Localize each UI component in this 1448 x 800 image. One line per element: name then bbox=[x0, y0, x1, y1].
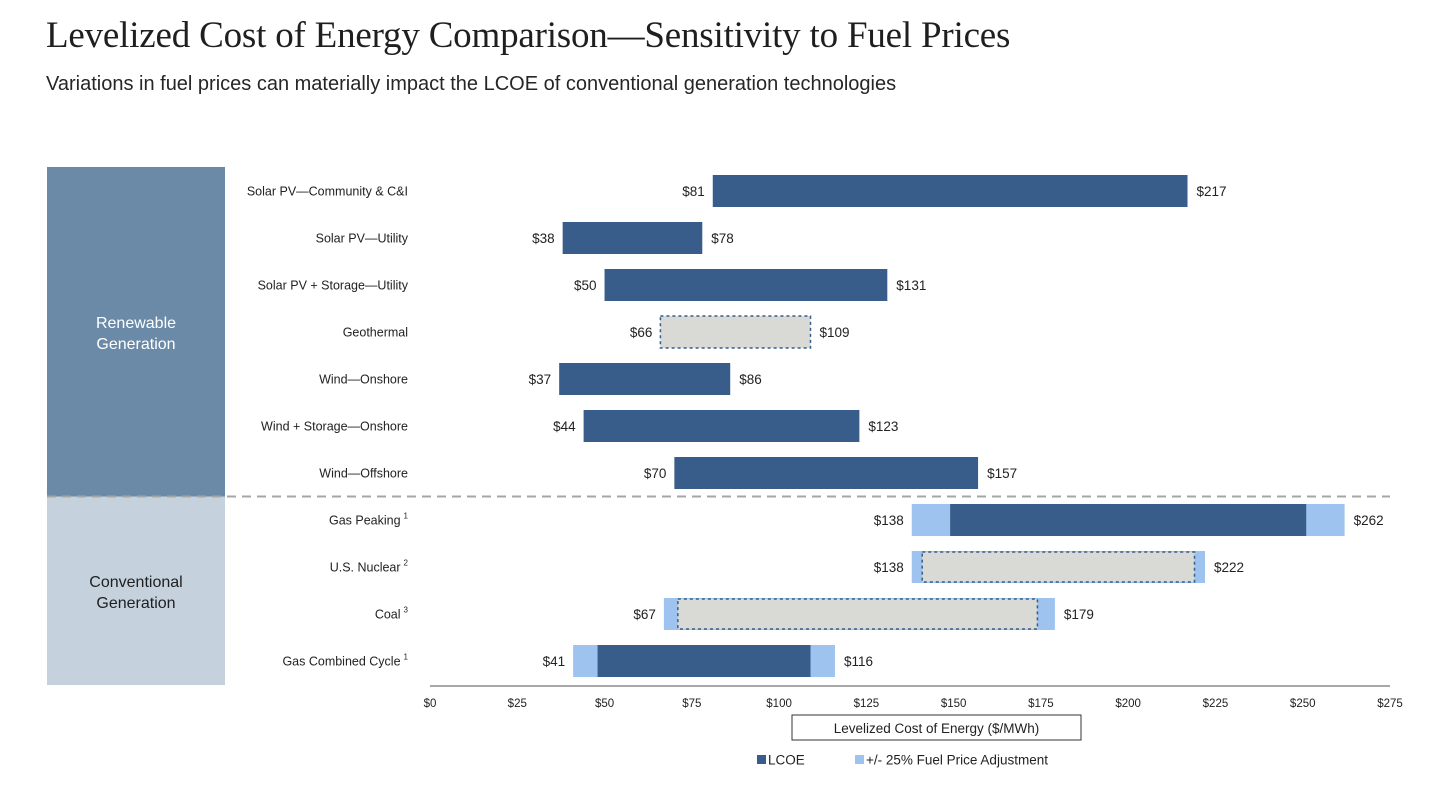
lcoe-bar-gas-combined-cycle bbox=[598, 645, 811, 677]
group-bands: Renewable Generation Conventional Generatio… bbox=[47, 167, 225, 685]
category-label-wind-onshore: Wind—Onshore bbox=[319, 373, 408, 387]
high-value-label-solar-pv-storage-utility: $131 bbox=[896, 278, 926, 293]
range-bar-coal bbox=[678, 599, 1038, 629]
group-label-conventional-generation: Generation bbox=[96, 595, 175, 612]
x-tick-label: $225 bbox=[1203, 698, 1229, 710]
high-value-label-gas-peaking: $262 bbox=[1354, 513, 1384, 528]
group-band-renewable-generation bbox=[47, 167, 225, 497]
footnote-marker: 1 bbox=[404, 653, 409, 662]
lcoe-bar-gas-peaking bbox=[950, 504, 1306, 536]
legend: LCOE +/- 25% Fuel Price Adjustment bbox=[757, 753, 1048, 768]
group-band-conventional-generation bbox=[47, 497, 225, 686]
low-value-label-gas-combined-cycle: $41 bbox=[543, 654, 566, 669]
low-value-label-solar-pv-storage-utility: $50 bbox=[574, 278, 597, 293]
x-tick-label: $25 bbox=[508, 698, 527, 710]
high-value-label-wind-onshore: $86 bbox=[739, 372, 762, 387]
range-bar-geothermal bbox=[660, 316, 810, 348]
x-tick-label: $75 bbox=[682, 698, 701, 710]
low-value-label-solar-pv-community-c-i: $81 bbox=[682, 184, 705, 199]
legend-label-25-fuel-price-adjustment: +/- 25% Fuel Price Adjustment bbox=[866, 753, 1048, 768]
x-tick-label: $275 bbox=[1377, 698, 1403, 710]
low-value-label-solar-pv-utility: $38 bbox=[532, 231, 555, 246]
high-value-label-wind-storage-onshore: $123 bbox=[868, 419, 898, 434]
x-tick-label: $250 bbox=[1290, 698, 1316, 710]
category-label-coal: Coal 3 bbox=[375, 606, 409, 622]
footnote-marker: 1 bbox=[404, 512, 409, 521]
high-value-label-u-s-nuclear: $222 bbox=[1214, 560, 1244, 575]
x-tick-label: $0 bbox=[424, 698, 437, 710]
footnote-marker: 3 bbox=[404, 606, 409, 615]
category-label-solar-pv-community-c-i: Solar PV—Community & C&I bbox=[247, 185, 408, 199]
lcoe-bar-solar-pv-storage-utility bbox=[605, 269, 888, 301]
group-label-conventional-generation: Conventional bbox=[89, 574, 182, 591]
category-label-gas-combined-cycle: Gas Combined Cycle 1 bbox=[282, 653, 408, 669]
lcoe-bar-solar-pv-community-c-i bbox=[713, 175, 1188, 207]
high-value-label-geothermal: $109 bbox=[820, 325, 850, 340]
lcoe-bar-solar-pv-utility bbox=[563, 222, 703, 254]
x-axis-title: Levelized Cost of Energy ($/MWh) bbox=[834, 721, 1040, 736]
lcoe-range-chart: Renewable Generation Conventional Generatio… bbox=[0, 0, 1448, 800]
low-value-label-wind-onshore: $37 bbox=[529, 372, 552, 387]
low-value-label-gas-peaking: $138 bbox=[874, 513, 904, 528]
high-value-label-solar-pv-utility: $78 bbox=[711, 231, 734, 246]
x-tick-label: $200 bbox=[1115, 698, 1141, 710]
category-label-u-s-nuclear: U.S. Nuclear 2 bbox=[330, 559, 409, 575]
x-tick-label: $50 bbox=[595, 698, 614, 710]
category-label-wind-storage-onshore: Wind + Storage—Onshore bbox=[261, 420, 408, 434]
lcoe-bar-wind-offshore bbox=[674, 457, 978, 489]
low-value-label-geothermal: $66 bbox=[630, 325, 653, 340]
legend-swatch-25-fuel-price-adjustment bbox=[855, 755, 864, 764]
high-value-label-coal: $179 bbox=[1064, 607, 1094, 622]
low-value-label-coal: $67 bbox=[633, 607, 656, 622]
high-value-label-solar-pv-community-c-i: $217 bbox=[1197, 184, 1227, 199]
legend-swatch-lcoe bbox=[757, 755, 766, 764]
x-tick-label: $100 bbox=[766, 698, 792, 710]
low-value-label-wind-storage-onshore: $44 bbox=[553, 419, 576, 434]
x-tick-label: $175 bbox=[1028, 698, 1054, 710]
x-axis: $0 $25 $50 $75 $100 $125 $150 $175 $200 $225 $250 $… bbox=[424, 686, 1403, 740]
category-label-gas-peaking: Gas Peaking 1 bbox=[329, 512, 409, 528]
lcoe-bar-wind-storage-onshore bbox=[584, 410, 860, 442]
x-tick-label: $150 bbox=[941, 698, 967, 710]
lcoe-bar-wind-onshore bbox=[559, 363, 730, 395]
footnote-marker: 2 bbox=[404, 559, 409, 568]
low-value-label-wind-offshore: $70 bbox=[644, 466, 667, 481]
category-label-solar-pv-utility: Solar PV—Utility bbox=[316, 232, 409, 246]
legend-label-lcoe: LCOE bbox=[768, 753, 805, 768]
group-label-renewable-generation: Generation bbox=[96, 336, 175, 353]
category-label-geothermal: Geothermal bbox=[343, 326, 408, 340]
range-bar-u-s-nuclear bbox=[922, 552, 1194, 582]
low-value-label-u-s-nuclear: $138 bbox=[874, 560, 904, 575]
category-label-solar-pv-storage-utility: Solar PV + Storage—Utility bbox=[258, 279, 409, 293]
group-label-renewable-generation: Renewable bbox=[96, 315, 176, 332]
category-label-wind-offshore: Wind—Offshore bbox=[319, 467, 408, 481]
high-value-label-wind-offshore: $157 bbox=[987, 466, 1017, 481]
bar-layer: $81 $217 $38 $78 $50 $131 $66 $109 $37 $86 $44 $123… bbox=[529, 175, 1384, 677]
category-label-layer: Solar PV—Community & C&I Solar PV—Utility… bbox=[247, 185, 409, 669]
x-tick-label: $125 bbox=[854, 698, 880, 710]
high-value-label-gas-combined-cycle: $116 bbox=[844, 654, 873, 669]
